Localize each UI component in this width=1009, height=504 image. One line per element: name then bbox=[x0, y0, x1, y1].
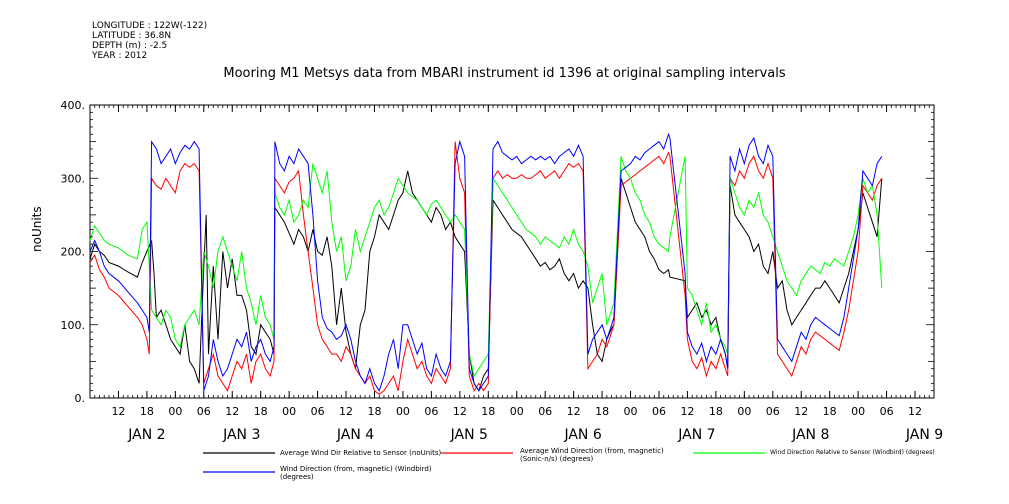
x-tick-label: 00 bbox=[282, 405, 296, 418]
x-tick-label: 18 bbox=[367, 405, 381, 418]
x-tick-label: 00 bbox=[851, 405, 865, 418]
meta-longitude: LONGITUDE : 122W(-122) bbox=[92, 21, 208, 31]
x-tick-label: 06 bbox=[311, 405, 325, 418]
x-tick-label: 06 bbox=[766, 405, 780, 418]
tick-labels: 12 18 00 06 12 18 00 06 12 18 00 06 12 18 00 06 12 18 00 06… bbox=[61, 99, 944, 443]
x-tick-label: 18 bbox=[595, 405, 609, 418]
chart-title: Mooring M1 Metsys data from MBARI instru… bbox=[223, 66, 786, 81]
x-tick-label: 18 bbox=[709, 405, 723, 418]
x-day-label: JAN 6 bbox=[563, 427, 601, 443]
x-day-label: JAN 4 bbox=[336, 427, 374, 443]
legend-label-black: Average Wind Dir Relative to Sensor (noU… bbox=[280, 449, 442, 457]
x-tick-label: 00 bbox=[396, 405, 410, 418]
x-tick-label: 18 bbox=[254, 405, 268, 418]
x-tick-label: 12 bbox=[567, 405, 581, 418]
x-day-label: JAN 9 bbox=[905, 427, 943, 443]
x-day-label: JAN 2 bbox=[127, 427, 165, 443]
x-day-label: JAN 5 bbox=[450, 427, 488, 443]
x-tick-label: 00 bbox=[737, 405, 751, 418]
meta-latitude: LATITUDE : 36.8N bbox=[92, 31, 172, 41]
x-tick-label: 00 bbox=[510, 405, 524, 418]
y-tick-label: 300. bbox=[61, 172, 86, 185]
x-tick-label: 00 bbox=[624, 405, 638, 418]
legend-label-blue: Wind Direction (from, magnetic) (Windbir… bbox=[280, 465, 432, 481]
x-tick-label: 12 bbox=[111, 405, 125, 418]
x-tick-label: 12 bbox=[794, 405, 808, 418]
legend-label-green: Wind Direction Relative to Sensor (Windb… bbox=[770, 449, 935, 456]
y-tick-label: 0. bbox=[75, 392, 86, 405]
x-tick-label: 12 bbox=[680, 405, 694, 418]
series-lines bbox=[89, 132, 883, 395]
x-tick-label: 12 bbox=[225, 405, 239, 418]
series-line-1 bbox=[89, 141, 883, 395]
meta-year: YEAR : 2012 bbox=[92, 51, 148, 61]
x-day-label: JAN 8 bbox=[791, 427, 829, 443]
meta-depth: DEPTH (m) : -2.5 bbox=[92, 41, 168, 51]
x-tick-label: 00 bbox=[168, 405, 182, 418]
x-tick-label: 06 bbox=[538, 405, 552, 418]
x-tick-label: 06 bbox=[197, 405, 211, 418]
x-tick-label: 18 bbox=[823, 405, 837, 418]
y-tick-label: 400. bbox=[61, 99, 86, 112]
x-day-label: JAN 7 bbox=[677, 427, 715, 443]
x-tick-label: 06 bbox=[880, 405, 894, 418]
x-tick-label: 18 bbox=[140, 405, 154, 418]
x-tick-label: 12 bbox=[453, 405, 467, 418]
x-day-label: JAN 3 bbox=[222, 427, 260, 443]
tick-marks bbox=[89, 104, 935, 399]
y-tick-label: 100. bbox=[61, 319, 86, 332]
series-line-3 bbox=[89, 132, 883, 392]
y-tick-label: 200. bbox=[61, 246, 86, 259]
x-tick-label: 12 bbox=[339, 405, 353, 418]
x-tick-label: 06 bbox=[424, 405, 438, 418]
legend-label-red: Average Wind Direction (from, magnetic) … bbox=[520, 447, 664, 463]
x-tick-label: 06 bbox=[652, 405, 666, 418]
x-tick-label: 18 bbox=[481, 405, 495, 418]
x-tick-label: 12 bbox=[908, 405, 922, 418]
